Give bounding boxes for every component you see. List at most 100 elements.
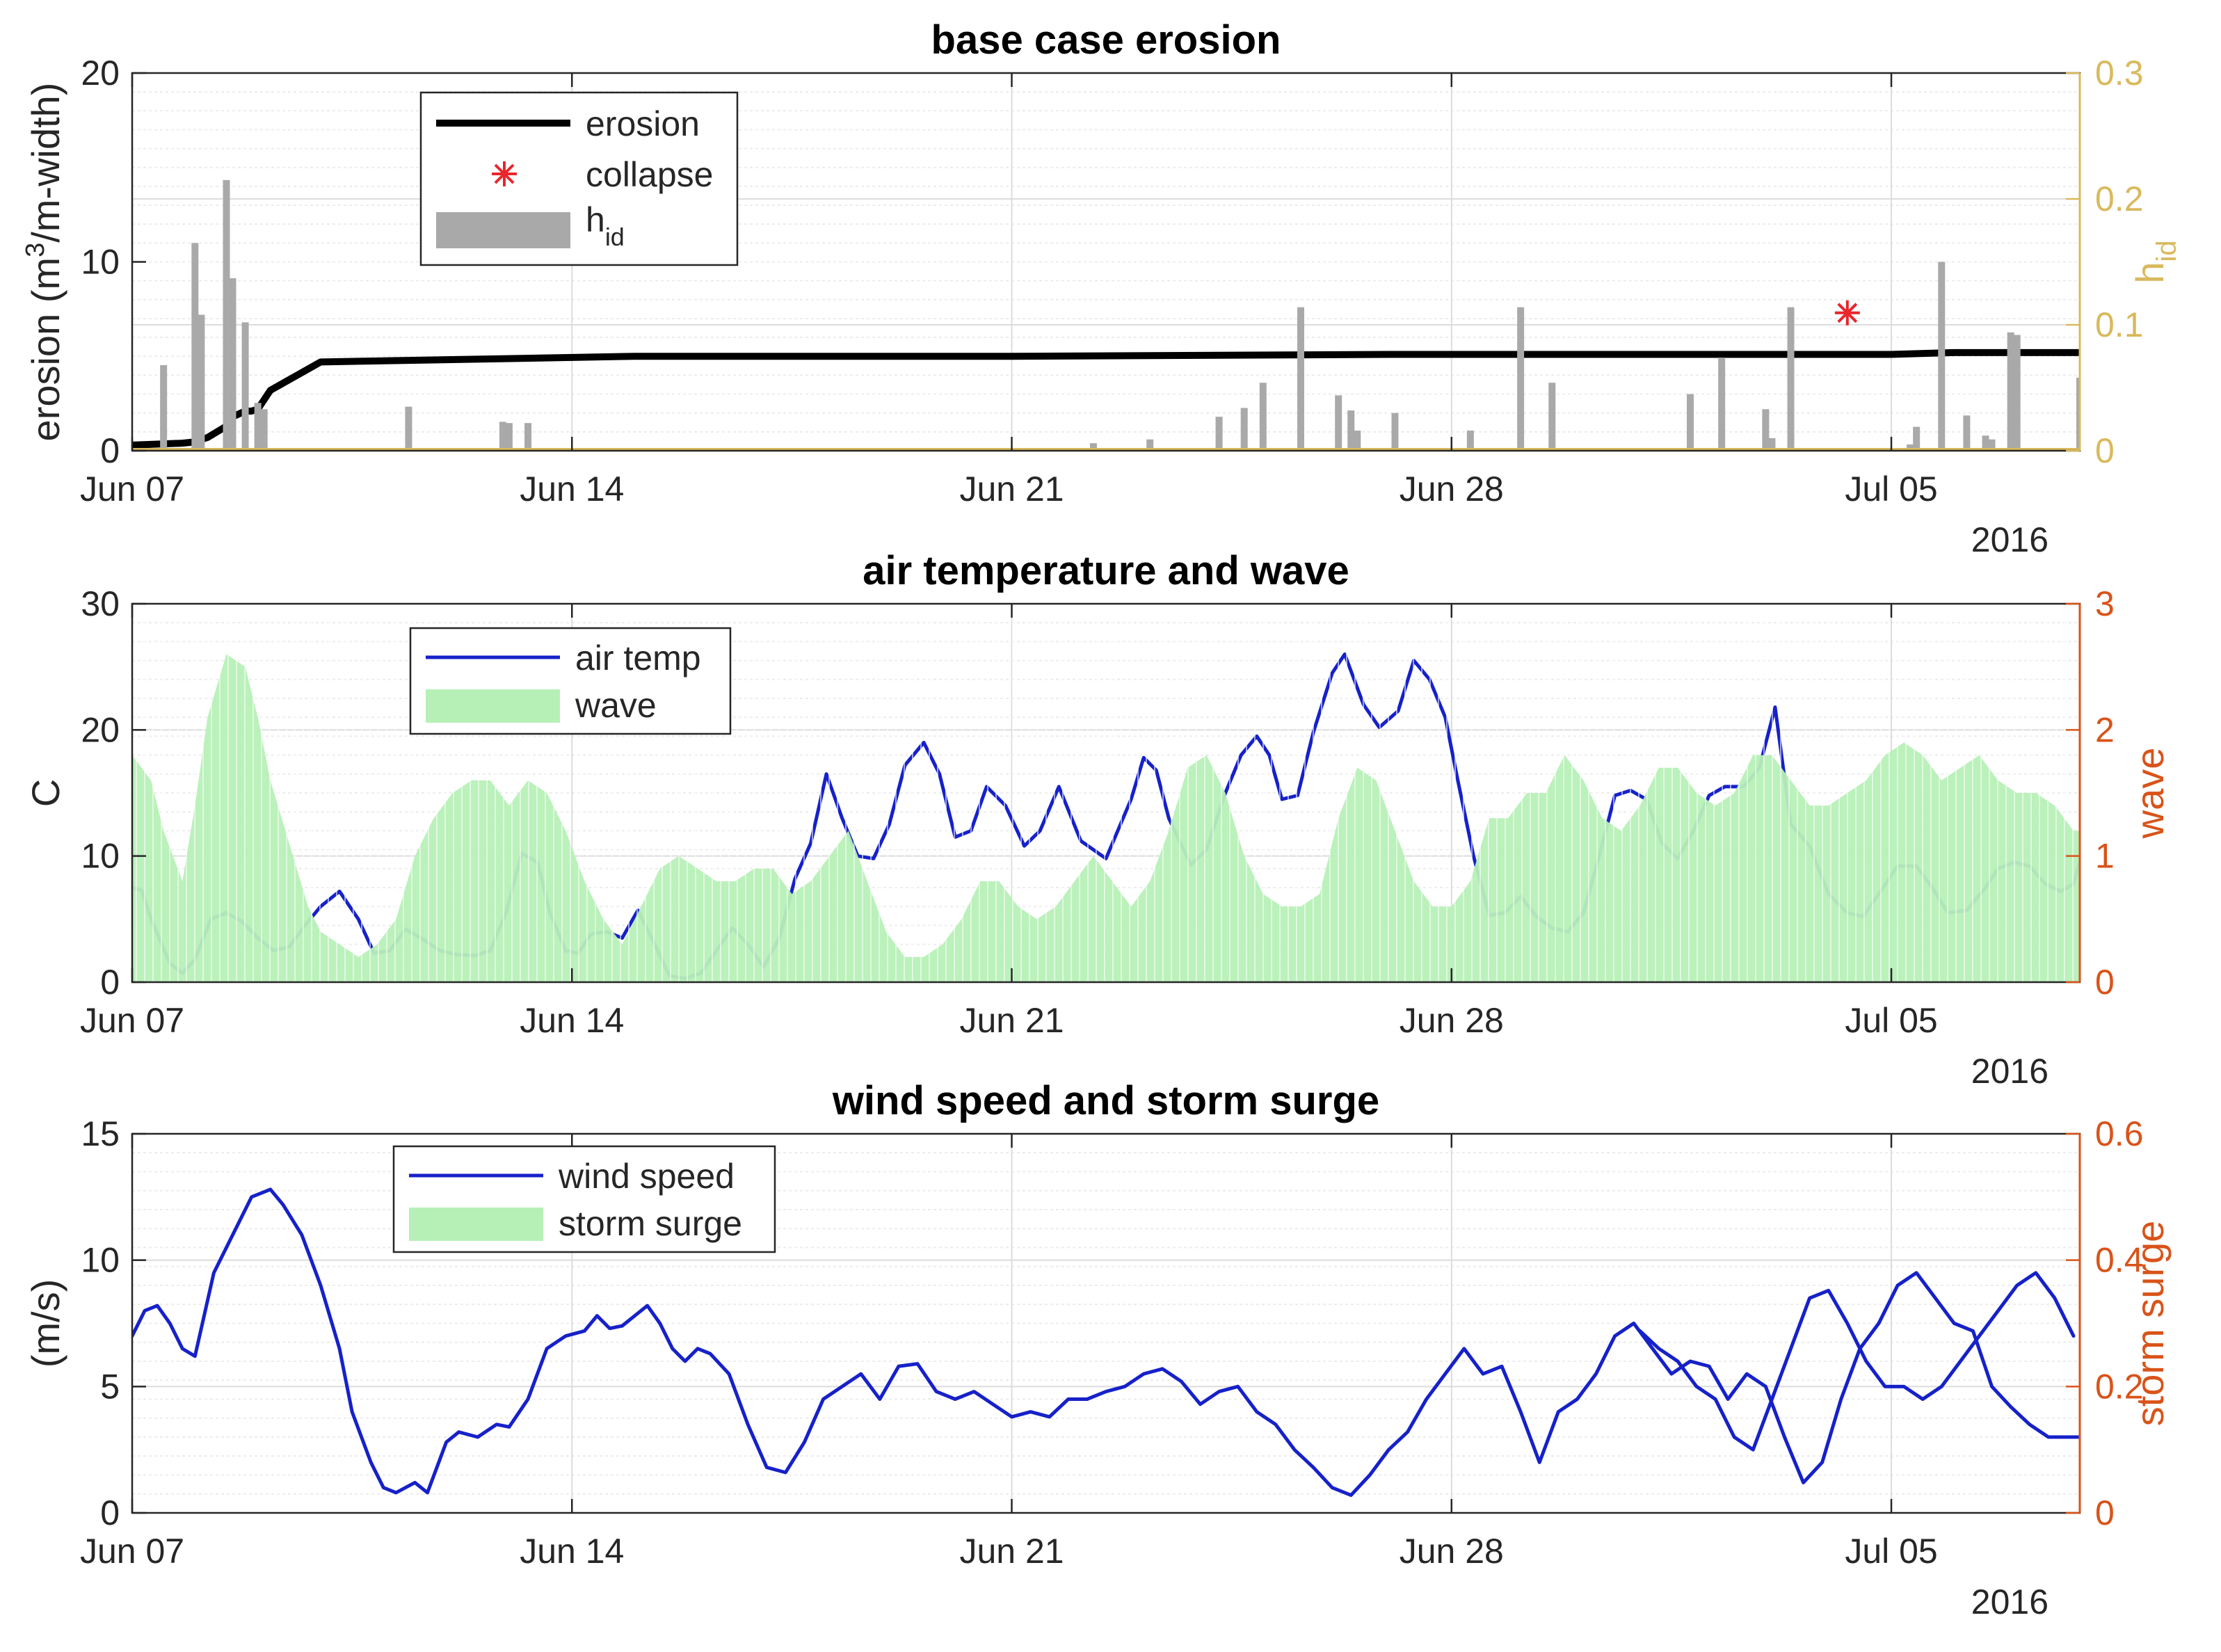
y-tick-label: 10 — [81, 243, 120, 282]
y-tick-label: 20 — [81, 54, 120, 93]
y-axis-label: C — [24, 779, 67, 807]
hid-bar — [254, 403, 262, 451]
hid-bar — [1913, 426, 1921, 451]
hid-bar — [1347, 410, 1355, 451]
y2-tick-label: 0.1 — [2095, 305, 2144, 344]
chart-title: air temperature and wave — [863, 548, 1349, 593]
x-tick-label: Jun 14 — [520, 1001, 624, 1040]
y2-tick-label: 1 — [2095, 837, 2115, 876]
hid-bar — [160, 364, 168, 451]
y-axis-label: (m/s) — [24, 1279, 67, 1368]
chart-panel-3: 0 5 10 15 0 0.2 0.4 0.6 Jun 07 Jun 14 Jun 21 Jun 28… — [24, 1078, 2172, 1621]
hid-bar — [1768, 438, 1776, 451]
year-label: 2016 — [1971, 1582, 2048, 1621]
y2-tick-label: 0 — [2095, 963, 2115, 1002]
hid-bar — [2076, 378, 2080, 451]
hid-bar — [405, 406, 412, 451]
hid-bar — [1718, 358, 1726, 451]
hid-bar — [1982, 435, 1989, 451]
y2-tick-label: 0.4 — [2095, 1241, 2144, 1280]
y-tick-label: 0 — [100, 963, 120, 1002]
hid-bar — [499, 422, 506, 451]
hid-bar — [1988, 439, 1996, 451]
marker-stroke — [1837, 303, 1858, 323]
legend-area-swatch — [409, 1208, 543, 1241]
chart-title: wind speed and storm surge — [832, 1078, 1379, 1123]
hid-bar — [1907, 444, 1914, 451]
y-tick-label: 30 — [81, 584, 120, 623]
legend-collapse-label: collapse — [586, 155, 713, 194]
hid-bar — [1548, 383, 1556, 451]
hid-bar — [1466, 431, 1474, 451]
y2-axis-label: storm surge — [2128, 1221, 2172, 1427]
area-series — [132, 654, 2080, 982]
x-tick-label: Jun 28 — [1400, 1532, 1504, 1571]
hid-bar — [1938, 262, 1946, 451]
x-tick-label: Jun 07 — [80, 1532, 184, 1571]
hid-bar — [2170, 298, 2177, 451]
chart-title: base case erosion — [931, 17, 1281, 63]
x-tick-label: Jul 05 — [1845, 1001, 1937, 1040]
legend-hid-label: hid — [586, 200, 625, 251]
y-tick-label: 5 — [100, 1367, 120, 1406]
legend-area-label: storm surge — [559, 1204, 742, 1243]
hid-bar — [1215, 417, 1223, 451]
data-layer — [132, 1187, 2080, 1498]
line-series — [1638, 1271, 2076, 1452]
x-tick-label: Jun 21 — [959, 470, 1064, 508]
x-tick-label: Jun 28 — [1400, 1001, 1504, 1040]
year-label: 2016 — [1971, 1052, 2048, 1091]
hid-bar — [1259, 383, 1267, 451]
legend-erosion-label: erosion — [586, 104, 700, 143]
legend: air temp wave — [409, 627, 732, 735]
hid-bar — [2007, 332, 2014, 451]
year-label: 2016 — [1971, 520, 2048, 559]
hid-bar — [1687, 394, 1694, 451]
legend-line-label: air temp — [575, 639, 701, 677]
x-tick-label: Jun 14 — [520, 470, 624, 508]
y2-axis-label: hid — [2128, 240, 2182, 283]
x-tick-label: Jun 14 — [520, 1532, 624, 1571]
x-tick-label: Jun 28 — [1400, 470, 1504, 508]
hid-bar — [1391, 412, 1399, 451]
x-tick-label: Jun 07 — [80, 470, 184, 508]
hid-bars — [160, 179, 2177, 451]
hid-bar — [1762, 409, 1770, 451]
y2-tick-label: 0 — [2095, 431, 2115, 470]
y-tick-label: 20 — [81, 710, 120, 749]
hid-bar — [1089, 443, 1097, 451]
hid-bar — [1963, 415, 1971, 451]
hid-bar — [191, 243, 199, 451]
y2-tick-label: 0.3 — [2095, 54, 2144, 93]
hid-bar — [1240, 408, 1248, 451]
hid-bar — [2139, 388, 2146, 451]
y2-tick-label: 0 — [2095, 1493, 2115, 1532]
hid-bar — [2114, 356, 2121, 451]
y-tick-label: 0 — [100, 431, 120, 470]
y-tick-label: 10 — [81, 837, 120, 876]
hid-bar — [223, 179, 230, 451]
marker-stroke — [494, 163, 515, 184]
y2-tick-label: 3 — [2095, 584, 2115, 623]
x-tick-label: Jun 21 — [959, 1532, 1064, 1571]
legend-area-label: wave — [575, 686, 657, 725]
y2-axis-label: wave — [2128, 748, 2172, 840]
hid-bar — [1517, 307, 1525, 451]
hid-bar — [260, 409, 268, 451]
y-tick-label: 0 — [100, 1493, 120, 1532]
data-layer — [132, 179, 2177, 451]
y-tick-label: 10 — [81, 1241, 120, 1280]
collapse-marker — [1834, 300, 1860, 326]
hid-bar — [1297, 307, 1304, 451]
legend: erosion collapse hid — [419, 91, 739, 266]
hid-bar — [229, 278, 236, 451]
hid-bar — [1146, 439, 1154, 451]
hid-bar — [1787, 307, 1795, 451]
y2-tick-label: 0.2 — [2095, 1367, 2144, 1406]
hid-bar — [241, 322, 249, 451]
y-tick-label: 15 — [81, 1114, 120, 1153]
hid-bar — [505, 423, 513, 451]
legend-line-label: wind speed — [558, 1157, 735, 1196]
legend: wind speed storm surge — [392, 1145, 776, 1253]
